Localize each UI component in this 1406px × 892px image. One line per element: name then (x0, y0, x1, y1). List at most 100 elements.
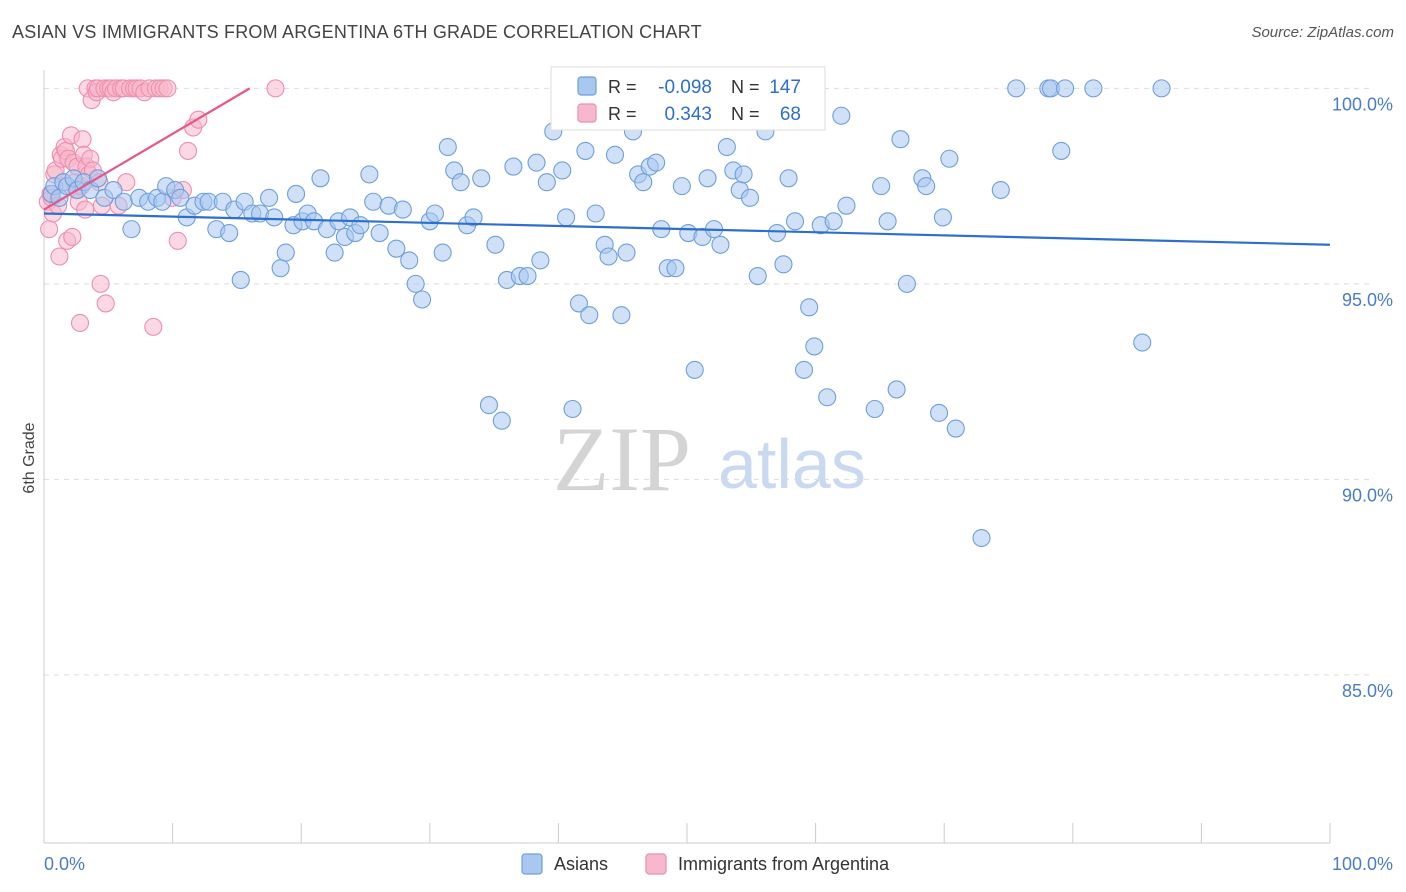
asians-point (685, 360, 704, 379)
asians-point (171, 188, 190, 207)
grid-lines (44, 87, 1370, 676)
y-tick-label: 90.0% (1342, 485, 1393, 505)
x-ticks (43, 823, 1331, 843)
asians-point (360, 165, 379, 184)
asians-point (351, 216, 370, 235)
asians-point (518, 266, 537, 286)
asians-r-label: R = (608, 77, 637, 97)
argentina-point (91, 274, 110, 293)
stats-box-frame (550, 66, 826, 131)
argentina-trend-line (43, 87, 251, 211)
asians-point (1052, 141, 1071, 160)
argentina-point (73, 130, 92, 149)
asians-point (370, 223, 389, 243)
asians-point (779, 169, 798, 188)
argentina-point (63, 227, 82, 246)
asians-point (451, 173, 470, 192)
asians-point (553, 161, 572, 180)
legend-asians-swatch (521, 853, 543, 875)
asians-point (287, 184, 306, 203)
asians-point (824, 212, 843, 231)
asians-point (479, 396, 499, 415)
asians-swatch (577, 76, 597, 96)
argentina-point (40, 220, 59, 239)
argentina-r-label: R = (608, 104, 637, 124)
asians-point (400, 251, 419, 270)
asians-point (1007, 79, 1026, 98)
legend-asians-label: Asians (554, 854, 608, 874)
asians-point (599, 247, 618, 266)
x-tick-label-max: 100.0% (1332, 854, 1393, 874)
argentina-n-value: 68 (780, 104, 801, 125)
argentina-n-label: N = (731, 104, 760, 124)
asians-point (406, 274, 425, 293)
asians-point (878, 212, 897, 231)
chart-source: Source: ZipAtlas.com (1251, 24, 1394, 41)
argentina-point (266, 79, 285, 98)
asians-point (387, 239, 406, 258)
asians-point (717, 137, 736, 157)
argentina-point (158, 79, 177, 98)
asians-point (933, 208, 952, 227)
asians-point (774, 255, 793, 274)
asians-point (767, 223, 787, 243)
y-tick-label: 100.0% (1332, 94, 1393, 114)
y-tick-label: 85.0% (1342, 681, 1393, 701)
asians-point (311, 169, 330, 188)
asians-point (531, 251, 550, 270)
asians-point (887, 380, 906, 399)
asians-point (425, 204, 444, 223)
asians-point (647, 153, 666, 172)
asians-point (580, 306, 599, 325)
asians-point (805, 337, 824, 356)
asians-point (569, 294, 589, 313)
asians-point (672, 177, 691, 196)
asians-point (634, 173, 653, 192)
argentina-point (50, 247, 69, 266)
asians-point (492, 411, 511, 430)
legend-argentina-label: Immigrants from Argentina (678, 854, 890, 874)
asians-points (42, 79, 1171, 548)
asians-n-label: N = (731, 77, 760, 97)
watermark: ZIP atlas (553, 408, 866, 510)
asians-point (1084, 79, 1103, 98)
asians-point (794, 360, 814, 379)
asians-point (486, 235, 505, 254)
asians-point (1152, 79, 1171, 98)
asians-point (612, 306, 631, 325)
stats-legend-box: R = -0.098 N = 147 R = 0.343 N = 68 (550, 66, 826, 131)
argentina-swatch (577, 103, 597, 123)
y-tick-labels: 85.0% 90.0% 95.0% 100.0% (1332, 94, 1393, 701)
asians-point (698, 169, 717, 188)
asians-point (104, 180, 123, 200)
asians-point (734, 165, 753, 184)
asians-point (527, 153, 546, 172)
asians-point (220, 223, 239, 243)
asians-point (711, 235, 730, 254)
argentina-point (70, 313, 90, 333)
asians-point (865, 399, 884, 419)
watermark-zip: ZIP (553, 408, 691, 510)
argentina-point (168, 231, 187, 250)
asians-point (576, 141, 595, 160)
asians-point (666, 259, 685, 278)
asians-point (818, 388, 837, 407)
watermark-atlas: atlas (718, 425, 866, 503)
asians-point (991, 180, 1010, 200)
asians-point (557, 208, 576, 227)
asians-point (259, 188, 279, 207)
y-tick-label: 95.0% (1342, 290, 1393, 310)
asians-point (393, 200, 412, 219)
asians-point (537, 173, 556, 192)
asians-point (231, 270, 250, 290)
asians-point (897, 274, 916, 293)
asians-n-value: 147 (769, 77, 801, 98)
asians-point (1056, 79, 1075, 98)
asians-point (472, 169, 491, 188)
asians-point (940, 149, 959, 168)
asians-point (438, 137, 457, 157)
asians-trend-line (43, 212, 1331, 246)
asians-point (891, 130, 910, 149)
argentina-point (144, 317, 163, 336)
